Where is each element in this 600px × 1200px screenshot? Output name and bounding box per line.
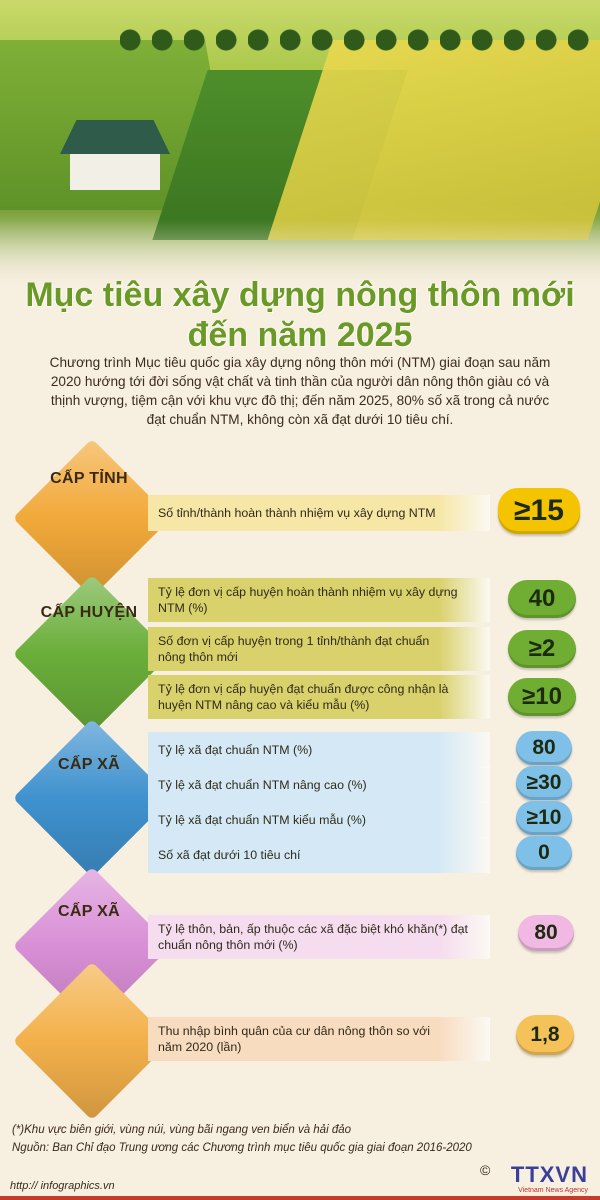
- section-label-cap-xa-dac-biet: CẤP XÃ: [58, 903, 120, 920]
- row-thon-ban: Tỷ lệ thôn, bản, ấp thuộc các xã đặc biệ…: [148, 915, 490, 959]
- ttxvn-logo: TTXVN Vietnam News Agency: [508, 1160, 588, 1196]
- section-label-cap-xa: CẤP XÃ: [58, 756, 120, 773]
- hero-rice-field-image: [0, 0, 600, 290]
- row-xa-4: Số xã đạt dưới 10 tiêu chí: [148, 837, 490, 873]
- row-thu-nhap: Thu nhập bình quân của cư dân nông thôn …: [148, 1017, 490, 1061]
- row-text: Tỷ lệ xã đạt chuẩn NTM kiểu mẫu (%): [158, 813, 366, 827]
- row-text: Thu nhập bình quân của cư dân nông thôn …: [158, 1024, 431, 1054]
- row-text: Tỷ lệ thôn, bản, ấp thuộc các xã đặc biệ…: [158, 922, 468, 952]
- footnote-block: (*)Khu vực biên giới, vùng núi, vùng bãi…: [12, 1121, 592, 1157]
- row-text: Tỷ lệ xã đạt chuẩn NTM (%): [158, 743, 313, 757]
- badge-huyen-1: 40: [508, 580, 576, 618]
- intro-paragraph: Chương trình Mục tiêu quốc gia xây dựng …: [49, 355, 551, 427]
- badge-huyen-3: ≥10: [508, 678, 576, 716]
- bottom-divider: [0, 1196, 600, 1200]
- copyright-icon: ©: [480, 1162, 491, 1178]
- section-label-cap-tinh: CẤP TỈNH: [50, 470, 128, 487]
- row-xa-3: Tỷ lệ xã đạt chuẩn NTM kiểu mẫu (%): [148, 802, 490, 838]
- title-line-1: Mục tiêu xây dựng nông thôn mới: [25, 276, 575, 314]
- badge-xa-3: ≥10: [516, 801, 572, 835]
- row-tinh-1: Số tỉnh/thành hoàn thành nhiệm vụ xây dự…: [148, 495, 490, 531]
- row-text: Số tỉnh/thành hoàn thành nhiệm vụ xây dự…: [158, 506, 436, 520]
- source-text: Nguồn: Ban Chỉ đạo Trung ương các Chương…: [12, 1142, 472, 1154]
- badge-thon-ban: 80: [518, 915, 574, 951]
- row-xa-1: Tỷ lệ xã đạt chuẩn NTM (%): [148, 732, 490, 768]
- title-line-2: đến năm 2025: [187, 316, 413, 354]
- badge-huyen-2: ≥2: [508, 630, 576, 668]
- badge-thu-nhap: 1,8: [516, 1015, 574, 1055]
- row-text: Số đơn vị cấp huyện trong 1 tỉnh/thành đ…: [158, 634, 430, 664]
- row-huyen-2: Số đơn vị cấp huyện trong 1 tỉnh/thành đ…: [148, 627, 490, 671]
- badge-tinh-1: ≥15: [498, 488, 580, 534]
- row-xa-2: Tỷ lệ xã đạt chuẩn NTM nâng cao (%): [148, 767, 490, 803]
- section-label-cap-huyen: CẤP HUYỆN: [40, 604, 138, 621]
- row-text: Tỷ lệ đơn vị cấp huyện đạt chuẩn được cô…: [158, 682, 449, 712]
- house-icon: [60, 120, 170, 190]
- row-huyen-1: Tỷ lệ đơn vị cấp huyện hoàn thành nhiệm …: [148, 578, 490, 622]
- footnote-text: (*)Khu vực biên giới, vùng núi, vùng bãi…: [12, 1124, 352, 1136]
- badge-xa-2: ≥30: [516, 766, 572, 800]
- website-link[interactable]: http:// infographics.vn: [10, 1180, 115, 1192]
- logo-text: TTXVN: [510, 1162, 588, 1187]
- badge-xa-1: 80: [516, 731, 572, 765]
- row-text: Số xã đạt dưới 10 tiêu chí: [158, 848, 301, 862]
- logo-subtext: Vietnam News Agency: [518, 1187, 588, 1194]
- badge-xa-4: 0: [516, 836, 572, 870]
- page-title: Mục tiêu xây dựng nông thôn mới đến năm …: [0, 275, 600, 355]
- row-text: Tỷ lệ đơn vị cấp huyện hoàn thành nhiệm …: [158, 585, 458, 615]
- row-text: Tỷ lệ xã đạt chuẩn NTM nâng cao (%): [158, 778, 367, 792]
- row-huyen-3: Tỷ lệ đơn vị cấp huyện đạt chuẩn được cô…: [148, 675, 490, 719]
